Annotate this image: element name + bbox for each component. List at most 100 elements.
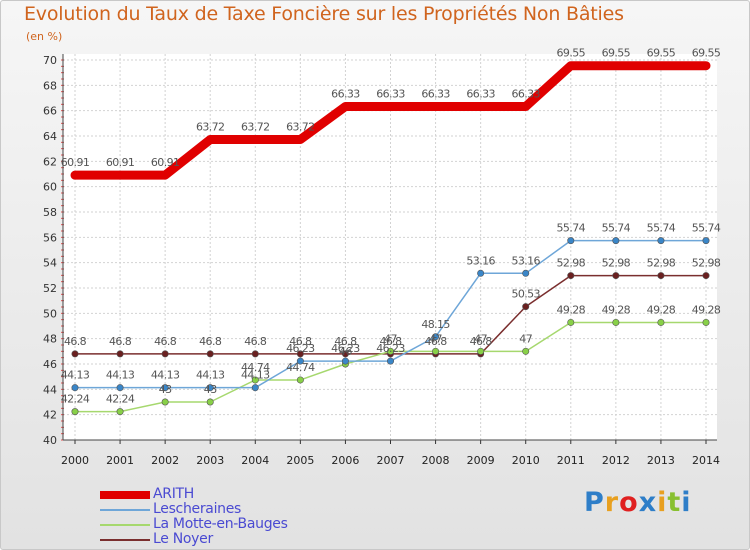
data-label: 69.55 (692, 47, 721, 60)
data-label: 60.91 (106, 156, 135, 169)
y-tick-label: 68 (43, 79, 57, 92)
y-tick-label: 60 (43, 181, 57, 194)
y-tick-label: 58 (43, 206, 57, 219)
data-point (161, 350, 169, 358)
data-label: 42.24 (106, 393, 135, 406)
data-point (702, 237, 710, 245)
data-label: 60.91 (61, 156, 90, 169)
data-point (206, 350, 214, 358)
data-label: 46 (339, 345, 352, 358)
data-label: 53.16 (511, 254, 540, 267)
legend-swatch-la-motte-en-bauges (100, 524, 150, 526)
x-tick-label: 2003 (196, 454, 224, 467)
data-label: 44.13 (106, 369, 135, 382)
x-tick-label: 2007 (377, 454, 405, 467)
legend-swatch-lescheraines (100, 509, 150, 511)
data-point (522, 303, 530, 311)
data-label: 47 (429, 332, 442, 345)
data-label: 55.74 (647, 222, 676, 235)
data-label: 66.33 (421, 87, 450, 100)
data-point (522, 347, 530, 355)
logo-letter: i (657, 487, 668, 518)
logo-letter: r (604, 487, 620, 518)
data-point (116, 350, 124, 358)
data-label: 42.24 (61, 393, 90, 406)
chart-legend: ARITH Lescheraines La Motte-en-Bauges Le… (100, 486, 420, 547)
data-label: 46.23 (286, 342, 315, 355)
data-label: 63.72 (241, 121, 270, 134)
data-label: 46.8 (379, 335, 402, 348)
data-label: 46.8 (154, 335, 177, 348)
data-label: 46.8 (470, 335, 493, 348)
y-tick-label: 64 (43, 130, 57, 143)
data-label: 60.91 (151, 156, 180, 169)
y-tick-label: 48 (43, 333, 57, 346)
legend-item-lescheraines: Lescheraines (100, 501, 420, 517)
data-point (477, 269, 485, 277)
data-label: 46.8 (425, 335, 448, 348)
logo-letter: t (667, 487, 682, 518)
data-label: 46.23 (331, 342, 360, 355)
legend-item-le-noyer: Le Noyer (100, 531, 420, 547)
data-point (296, 357, 304, 365)
data-point (206, 398, 214, 406)
data-label: 44.74 (241, 361, 270, 374)
data-label: 52.98 (692, 257, 721, 270)
data-label: 46.8 (199, 335, 222, 348)
data-label: 69.55 (602, 47, 631, 60)
data-label: 44.13 (61, 369, 90, 382)
data-label: 69.55 (557, 47, 586, 60)
data-point (296, 350, 304, 358)
x-tick-label: 2011 (557, 454, 585, 467)
y-unit-label: (en %) (26, 30, 63, 43)
data-point (702, 318, 710, 326)
data-label: 44.74 (286, 361, 315, 374)
data-point (116, 384, 124, 392)
legend-label: La Motte-en-Bauges (153, 516, 288, 532)
data-label: 52.98 (557, 257, 586, 270)
chart-title: Evolution du Taux de Taxe Foncière sur l… (24, 3, 624, 25)
x-tick-label: 2006 (331, 454, 359, 467)
legend-label: ARITH (153, 486, 195, 502)
legend-swatch-arith (100, 491, 150, 499)
data-point (567, 272, 575, 280)
proxiti-logo: Proxiti (584, 487, 692, 518)
data-point (71, 408, 79, 416)
x-tick-label: 2000 (61, 454, 89, 467)
x-tick-label: 2004 (241, 454, 269, 467)
data-label: 46.8 (109, 335, 132, 348)
data-point (341, 350, 349, 358)
data-point (612, 237, 620, 245)
data-point (657, 237, 665, 245)
x-tick-label: 2014 (692, 454, 720, 467)
data-label: 46.8 (64, 335, 87, 348)
data-label: 66.33 (331, 87, 360, 100)
x-tick-label: 2009 (467, 454, 495, 467)
data-label: 44.13 (196, 369, 225, 382)
y-tick-label: 46 (43, 358, 57, 371)
x-tick-label: 2010 (512, 454, 540, 467)
logo-letter: x (638, 487, 658, 518)
data-label: 55.74 (692, 222, 721, 235)
y-tick-label: 70 (43, 54, 57, 67)
data-label: 53.16 (466, 254, 495, 267)
data-label: 48.15 (421, 318, 450, 331)
data-point (432, 333, 440, 341)
data-point (251, 376, 259, 384)
data-label: 47 (519, 332, 532, 345)
y-tick-label: 62 (43, 155, 57, 168)
data-point (161, 384, 169, 392)
data-label: 55.74 (557, 222, 586, 235)
x-tick-label: 2002 (151, 454, 179, 467)
x-tick-label: 2001 (106, 454, 134, 467)
data-point (612, 318, 620, 326)
y-tick-label: 54 (43, 257, 57, 270)
x-tick-label: 2005 (286, 454, 314, 467)
data-point (657, 318, 665, 326)
data-label: 47 (384, 332, 397, 345)
data-point (71, 384, 79, 392)
data-label: 46.8 (244, 335, 267, 348)
data-point (657, 272, 665, 280)
legend-item-la-motte-en-bauges: La Motte-en-Bauges (100, 516, 420, 532)
